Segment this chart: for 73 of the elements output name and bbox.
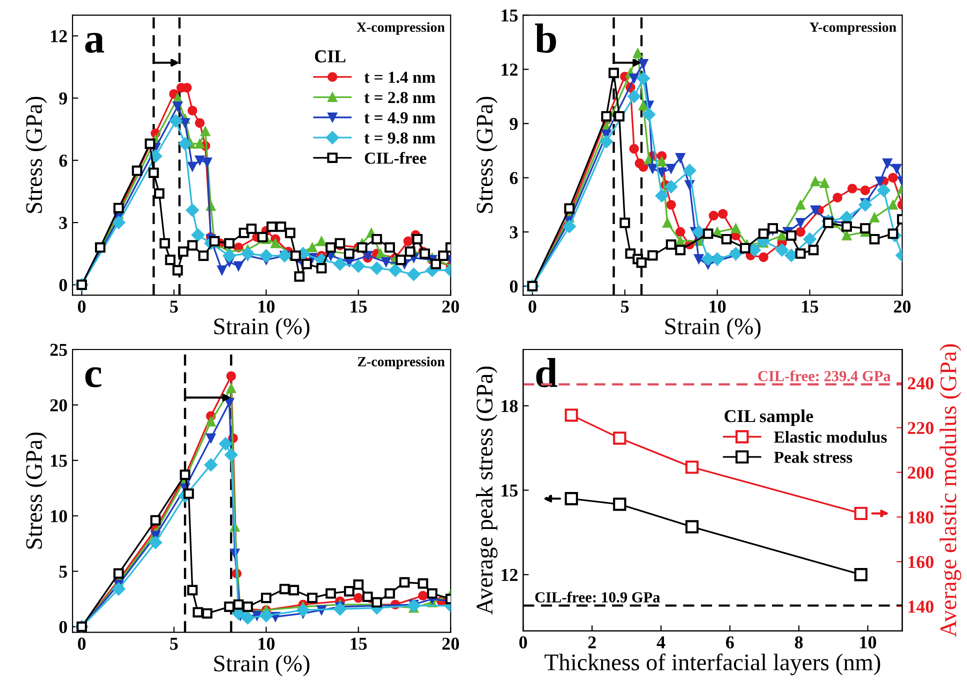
x-tick-label: 5 (170, 638, 178, 650)
x-tick-label: 20 (442, 638, 459, 650)
y-tick-label: 15 (502, 9, 518, 22)
x-tick-label: 10 (710, 300, 726, 313)
chart-subtitle: Y-compression (810, 22, 896, 35)
y2-tick-label: 160 (908, 556, 934, 568)
x-tick-label: 15 (350, 638, 367, 650)
legend-label: t = 2.8 nm (364, 92, 436, 104)
x-tick-label: 5 (621, 300, 629, 313)
y-tick-label: 20 (50, 399, 67, 412)
legend-title: CIL sample (724, 410, 814, 426)
legend-label: Elastic modulus (774, 431, 887, 443)
y2-tick-label: 220 (908, 422, 934, 434)
x-tick-label: 8 (794, 636, 803, 648)
y-tick-label: 12 (51, 30, 67, 42)
chart-subtitle: Z-compression (358, 356, 445, 370)
x-axis-title: Thickness of interfacial layers (nm) (544, 654, 880, 676)
chart-title: c (85, 367, 102, 388)
x-tick-label: 15 (350, 300, 367, 313)
y-tick-label: 25 (50, 344, 68, 356)
legend-label: Peak stress (774, 451, 852, 463)
ref-line-label: CIL-free: 10.9 GPa (535, 592, 660, 603)
legend-label: t = 1.4 nm (364, 72, 436, 84)
y2-tick-label: 240 (908, 377, 934, 390)
y-tick-label: 0 (59, 620, 67, 634)
x-tick-label: 2 (588, 636, 596, 648)
legend-label: t = 4.9 nm (364, 112, 436, 124)
y-axis-title: Stress (GPa) (476, 96, 498, 213)
y-axis-title: Average peak stress (GPa) (476, 366, 498, 615)
legend-title: CIL (314, 50, 346, 62)
x-tick-label: 0 (78, 300, 86, 313)
y2-axis-title: Average elastic modulus (GPa) (940, 344, 962, 637)
y-tick-label: 15 (502, 484, 518, 497)
x-tick-label: 10 (258, 638, 275, 650)
y-tick-label: 0 (510, 280, 518, 293)
x-axis-title: Strain (%) (214, 318, 310, 340)
y-tick-label: 10 (51, 510, 67, 522)
chart-subtitle: X-compression (356, 22, 445, 35)
x-axis-title: Strain (%) (214, 654, 310, 676)
chart-title: b (535, 24, 556, 53)
x-tick-label: 6 (726, 636, 734, 648)
y-tick-label: 6 (59, 154, 68, 167)
x-tick-label: 15 (802, 300, 818, 313)
y2-tick-label: 200 (908, 466, 934, 479)
x-tick-label: 10 (258, 300, 275, 313)
x-tick-label: 10 (860, 636, 876, 648)
y-tick-label: 3 (510, 226, 518, 238)
y-axis-title: Stress (GPa) (25, 432, 47, 549)
x-tick-label: 0 (519, 636, 527, 648)
x-tick-label: 5 (170, 300, 178, 313)
x-tick-label: 4 (656, 636, 666, 648)
y-tick-label: 3 (59, 216, 68, 229)
y-tick-label: 12 (502, 64, 518, 76)
legend-label: t = 9.8 nm (364, 132, 436, 144)
y-tick-label: 12 (502, 568, 518, 581)
y-tick-label: 5 (59, 566, 68, 578)
legend-label: CIL-free (364, 152, 426, 164)
x-tick-label: 20 (442, 300, 459, 313)
chart-title: a (85, 32, 104, 53)
y-tick-label: 6 (510, 172, 518, 184)
x-tick-label: 20 (894, 300, 911, 313)
y-tick-label: 0 (59, 279, 67, 292)
y2-tick-label: 140 (908, 600, 934, 613)
x-tick-label: 0 (528, 300, 536, 313)
y-tick-label: 9 (510, 118, 518, 130)
ref-line-label: CIL-free: 239.4 GPa (758, 370, 891, 382)
x-tick-label: 0 (78, 638, 86, 650)
y2-tick-label: 180 (908, 511, 934, 524)
x-axis-title: Strain (%) (665, 318, 760, 340)
y-tick-label: 9 (59, 92, 68, 105)
y-axis-title: Stress (GPa) (25, 96, 47, 213)
y-tick-label: 15 (51, 454, 68, 467)
y-tick-label: 18 (502, 400, 518, 412)
